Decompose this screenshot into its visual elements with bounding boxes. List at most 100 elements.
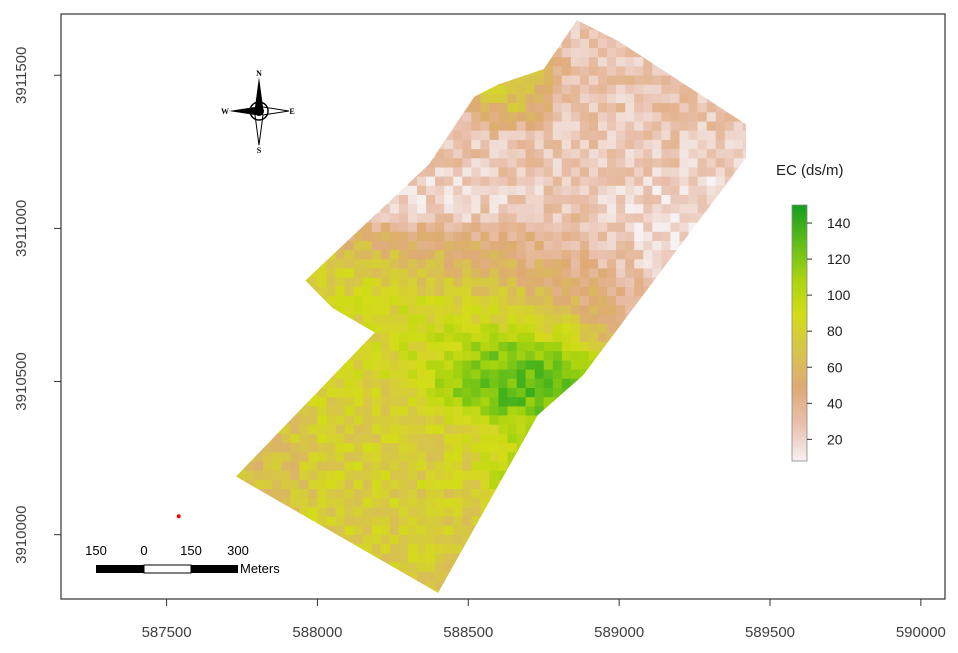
raster-cell	[724, 314, 735, 324]
raster-cell	[435, 516, 445, 526]
raster-cell	[362, 139, 373, 150]
raster-cell	[236, 507, 237, 517]
raster-cell	[643, 571, 653, 581]
raster-cell	[715, 203, 726, 214]
raster-cell	[733, 66, 744, 76]
raster-cell	[589, 66, 599, 76]
raster-cell	[308, 222, 318, 232]
raster-cell	[579, 442, 590, 453]
raster-cell	[742, 488, 746, 499]
raster-cell	[444, 396, 454, 407]
raster-cell	[652, 112, 662, 122]
raster-cell	[724, 148, 735, 159]
raster-cell	[534, 562, 545, 572]
raster-cell	[308, 20, 318, 21]
raster-cell	[326, 369, 336, 379]
raster-cell	[371, 332, 382, 342]
raster-cell	[616, 66, 626, 76]
raster-cell	[679, 185, 689, 195]
raster-cell	[679, 93, 689, 104]
raster-cell	[263, 507, 273, 517]
raster-cell	[344, 249, 354, 260]
raster-cell	[245, 387, 255, 398]
raster-cell	[679, 396, 689, 407]
raster-cell	[679, 158, 689, 168]
raster-cell	[724, 56, 735, 67]
raster-cell	[724, 369, 735, 379]
raster-cell	[326, 213, 336, 223]
raster-cell	[634, 213, 644, 223]
raster-cell	[579, 424, 590, 434]
raster-cell	[317, 369, 327, 379]
raster-cell	[607, 497, 617, 508]
raster-cell	[453, 562, 463, 572]
raster-cell	[507, 387, 517, 398]
raster-cell	[634, 525, 644, 535]
raster-cell	[643, 75, 653, 85]
raster-cell	[462, 452, 472, 462]
raster-cell	[371, 543, 382, 554]
raster-cell	[417, 20, 427, 30]
raster-cell	[724, 121, 735, 131]
raster-cell	[570, 240, 581, 251]
raster-cell	[236, 286, 246, 297]
raster-cell	[507, 360, 517, 370]
raster-cell	[389, 66, 400, 76]
raster-cell	[616, 562, 626, 572]
raster-cell	[281, 56, 291, 67]
raster-cell	[480, 497, 490, 508]
raster-cell	[299, 360, 309, 370]
raster-cell	[561, 130, 572, 140]
raster-cell	[525, 543, 535, 554]
raster-cell	[453, 350, 463, 361]
raster-cell	[589, 240, 599, 251]
raster-cell	[308, 148, 318, 159]
raster-cell	[561, 461, 572, 471]
raster-cell	[426, 580, 436, 591]
raster-cell	[408, 20, 418, 21]
raster-cell	[561, 543, 572, 554]
raster-cell	[489, 93, 499, 104]
raster-cell	[426, 84, 436, 94]
raster-cell	[543, 121, 554, 131]
raster-cell	[733, 562, 744, 572]
raster-cell	[426, 479, 436, 489]
raster-cell	[353, 369, 364, 379]
raster-cell	[616, 29, 626, 39]
raster-cell	[236, 589, 237, 593]
raster-cell	[688, 93, 698, 104]
raster-cell	[625, 20, 635, 21]
raster-cell	[752, 268, 761, 278]
raster-cell	[408, 286, 418, 297]
raster-cell	[598, 387, 608, 398]
raster-cell	[679, 84, 689, 94]
raster-cell	[254, 433, 264, 444]
raster-cell	[752, 66, 761, 76]
raster-cell	[426, 369, 436, 379]
raster-cell	[353, 452, 364, 462]
raster-cell	[706, 452, 717, 462]
raster-cell	[724, 571, 735, 581]
raster-cell	[561, 507, 572, 517]
raster-cell	[326, 553, 336, 563]
raster-cell	[679, 442, 689, 453]
raster-cell	[471, 268, 481, 278]
raster-cell	[579, 516, 590, 526]
plot-frame	[60, 13, 946, 600]
raster-cell	[435, 543, 445, 554]
raster-cell	[389, 240, 400, 251]
raster-cell	[263, 75, 273, 85]
raster-cell	[561, 396, 572, 407]
raster-cell	[607, 203, 617, 214]
raster-cell	[670, 553, 680, 563]
raster-cell	[697, 396, 707, 407]
x-axis: 587500 588000 588500 589000 589500 590000	[142, 599, 946, 641]
raster-cell	[625, 56, 635, 67]
raster-cell	[706, 93, 717, 104]
raster-cell	[652, 553, 662, 563]
raster-cell	[724, 396, 735, 407]
raster-cell	[489, 571, 499, 581]
raster-cell	[534, 580, 545, 591]
raster-cell	[380, 525, 391, 535]
raster-cell	[688, 589, 698, 593]
